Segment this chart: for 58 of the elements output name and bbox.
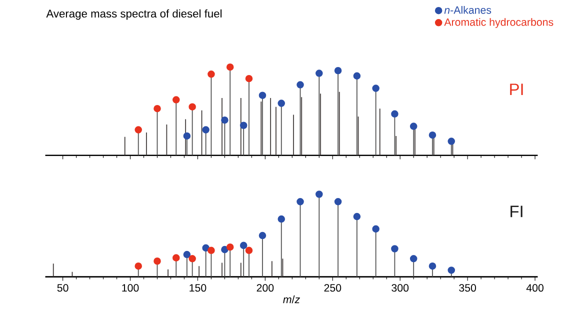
point xyxy=(391,244,398,252)
point xyxy=(353,212,361,220)
point xyxy=(240,122,248,129)
point xyxy=(221,116,228,124)
point xyxy=(391,110,398,118)
annotation: FI xyxy=(510,206,522,217)
legend-label: Aromatic hydrocarbons xyxy=(444,18,554,28)
point xyxy=(448,137,456,145)
point xyxy=(226,243,234,251)
point xyxy=(208,246,215,254)
point xyxy=(316,69,323,77)
point xyxy=(428,131,436,139)
point xyxy=(202,244,210,252)
x-tick-label: 100 xyxy=(122,284,139,292)
point xyxy=(188,254,196,262)
point xyxy=(172,254,180,262)
point xyxy=(410,122,418,130)
x-tick-label: 350 xyxy=(459,284,476,292)
chart-title: Average mass spectra of diesel fuel xyxy=(46,9,222,20)
point xyxy=(154,104,161,112)
point xyxy=(278,99,286,107)
point xyxy=(188,102,196,110)
point xyxy=(134,126,142,134)
point xyxy=(245,74,253,82)
x-tick-label: 200 xyxy=(256,284,274,292)
x-tick-label: 50 xyxy=(57,284,68,292)
point xyxy=(183,250,191,258)
point xyxy=(221,246,228,253)
point xyxy=(353,72,361,80)
point xyxy=(334,198,342,206)
x-tick-label: 150 xyxy=(190,284,206,292)
point xyxy=(410,254,418,262)
point xyxy=(202,126,210,134)
x-axis-title: m/z xyxy=(283,295,300,303)
legend-label: n-Alkanes xyxy=(444,6,492,14)
point xyxy=(245,246,253,254)
point xyxy=(448,266,456,274)
point xyxy=(334,66,342,74)
annotation: PI xyxy=(510,83,523,95)
point xyxy=(258,232,266,239)
point xyxy=(278,215,286,222)
point xyxy=(296,80,304,88)
point xyxy=(316,190,323,198)
point xyxy=(240,242,248,249)
point xyxy=(372,84,380,92)
point xyxy=(134,262,142,270)
point xyxy=(428,262,436,270)
x-tick-label: 400 xyxy=(526,284,544,292)
point xyxy=(258,91,266,99)
point xyxy=(183,132,191,140)
x-tick-label: 250 xyxy=(324,284,342,292)
point xyxy=(172,96,180,104)
point xyxy=(226,63,234,71)
point xyxy=(296,198,304,206)
point xyxy=(208,70,215,78)
x-tick-label: 300 xyxy=(392,284,409,292)
point xyxy=(372,225,380,232)
point xyxy=(154,257,161,265)
